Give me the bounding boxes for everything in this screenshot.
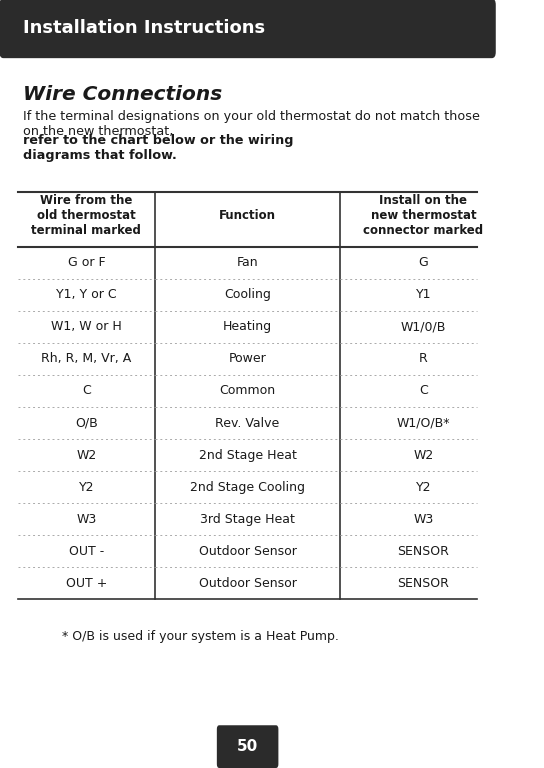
Text: Y2: Y2 xyxy=(416,481,431,494)
Text: 50: 50 xyxy=(237,739,258,754)
Text: W2: W2 xyxy=(413,449,434,462)
Text: OUT -: OUT - xyxy=(69,545,104,558)
Text: R: R xyxy=(419,353,428,366)
Text: W2: W2 xyxy=(76,449,96,462)
Text: Power: Power xyxy=(228,353,267,366)
Text: W3: W3 xyxy=(413,513,434,525)
Text: Fan: Fan xyxy=(237,257,258,270)
Text: W3: W3 xyxy=(76,513,96,525)
Text: Y1, Y or C: Y1, Y or C xyxy=(56,288,117,301)
Text: G: G xyxy=(418,257,428,270)
FancyBboxPatch shape xyxy=(0,0,496,58)
Text: Outdoor Sensor: Outdoor Sensor xyxy=(199,577,296,590)
Text: W1/O/B*: W1/O/B* xyxy=(397,416,450,429)
Text: Y2: Y2 xyxy=(79,481,94,494)
Text: Installation Instructions: Installation Instructions xyxy=(23,19,265,38)
FancyBboxPatch shape xyxy=(217,725,279,768)
Text: Heating: Heating xyxy=(223,320,272,333)
Text: OUT +: OUT + xyxy=(66,577,107,590)
Text: Rev. Valve: Rev. Valve xyxy=(215,416,280,429)
Text: Wire from the
old thermostat
terminal marked: Wire from the old thermostat terminal ma… xyxy=(32,194,141,237)
Text: refer to the chart below or the wiring
diagrams that follow.: refer to the chart below or the wiring d… xyxy=(23,134,293,163)
Text: C: C xyxy=(419,385,428,398)
Text: SENSOR: SENSOR xyxy=(398,545,449,558)
Text: Rh, R, M, Vr, A: Rh, R, M, Vr, A xyxy=(41,353,132,366)
Text: Function: Function xyxy=(219,209,276,222)
Text: W1, W or H: W1, W or H xyxy=(51,320,122,333)
Text: Common: Common xyxy=(220,385,276,398)
Text: Install on the
new thermostat
connector marked: Install on the new thermostat connector … xyxy=(363,194,484,237)
Text: 2nd Stage Cooling: 2nd Stage Cooling xyxy=(190,481,305,494)
Text: Cooling: Cooling xyxy=(224,288,271,301)
Text: SENSOR: SENSOR xyxy=(398,577,449,590)
Text: If the terminal designations on your old thermostat do not match those
on the ne: If the terminal designations on your old… xyxy=(23,110,480,138)
Text: 2nd Stage Heat: 2nd Stage Heat xyxy=(199,449,296,462)
Text: Outdoor Sensor: Outdoor Sensor xyxy=(199,545,296,558)
Text: Y1: Y1 xyxy=(416,288,431,301)
Text: Wire Connections: Wire Connections xyxy=(23,85,222,104)
Text: * O/B is used if your system is a Heat Pump.: * O/B is used if your system is a Heat P… xyxy=(62,630,339,643)
Text: C: C xyxy=(82,385,91,398)
Text: W1/0/B: W1/0/B xyxy=(401,320,446,333)
Text: G or F: G or F xyxy=(67,257,105,270)
Text: 3rd Stage Heat: 3rd Stage Heat xyxy=(200,513,295,525)
Text: O/B: O/B xyxy=(75,416,98,429)
